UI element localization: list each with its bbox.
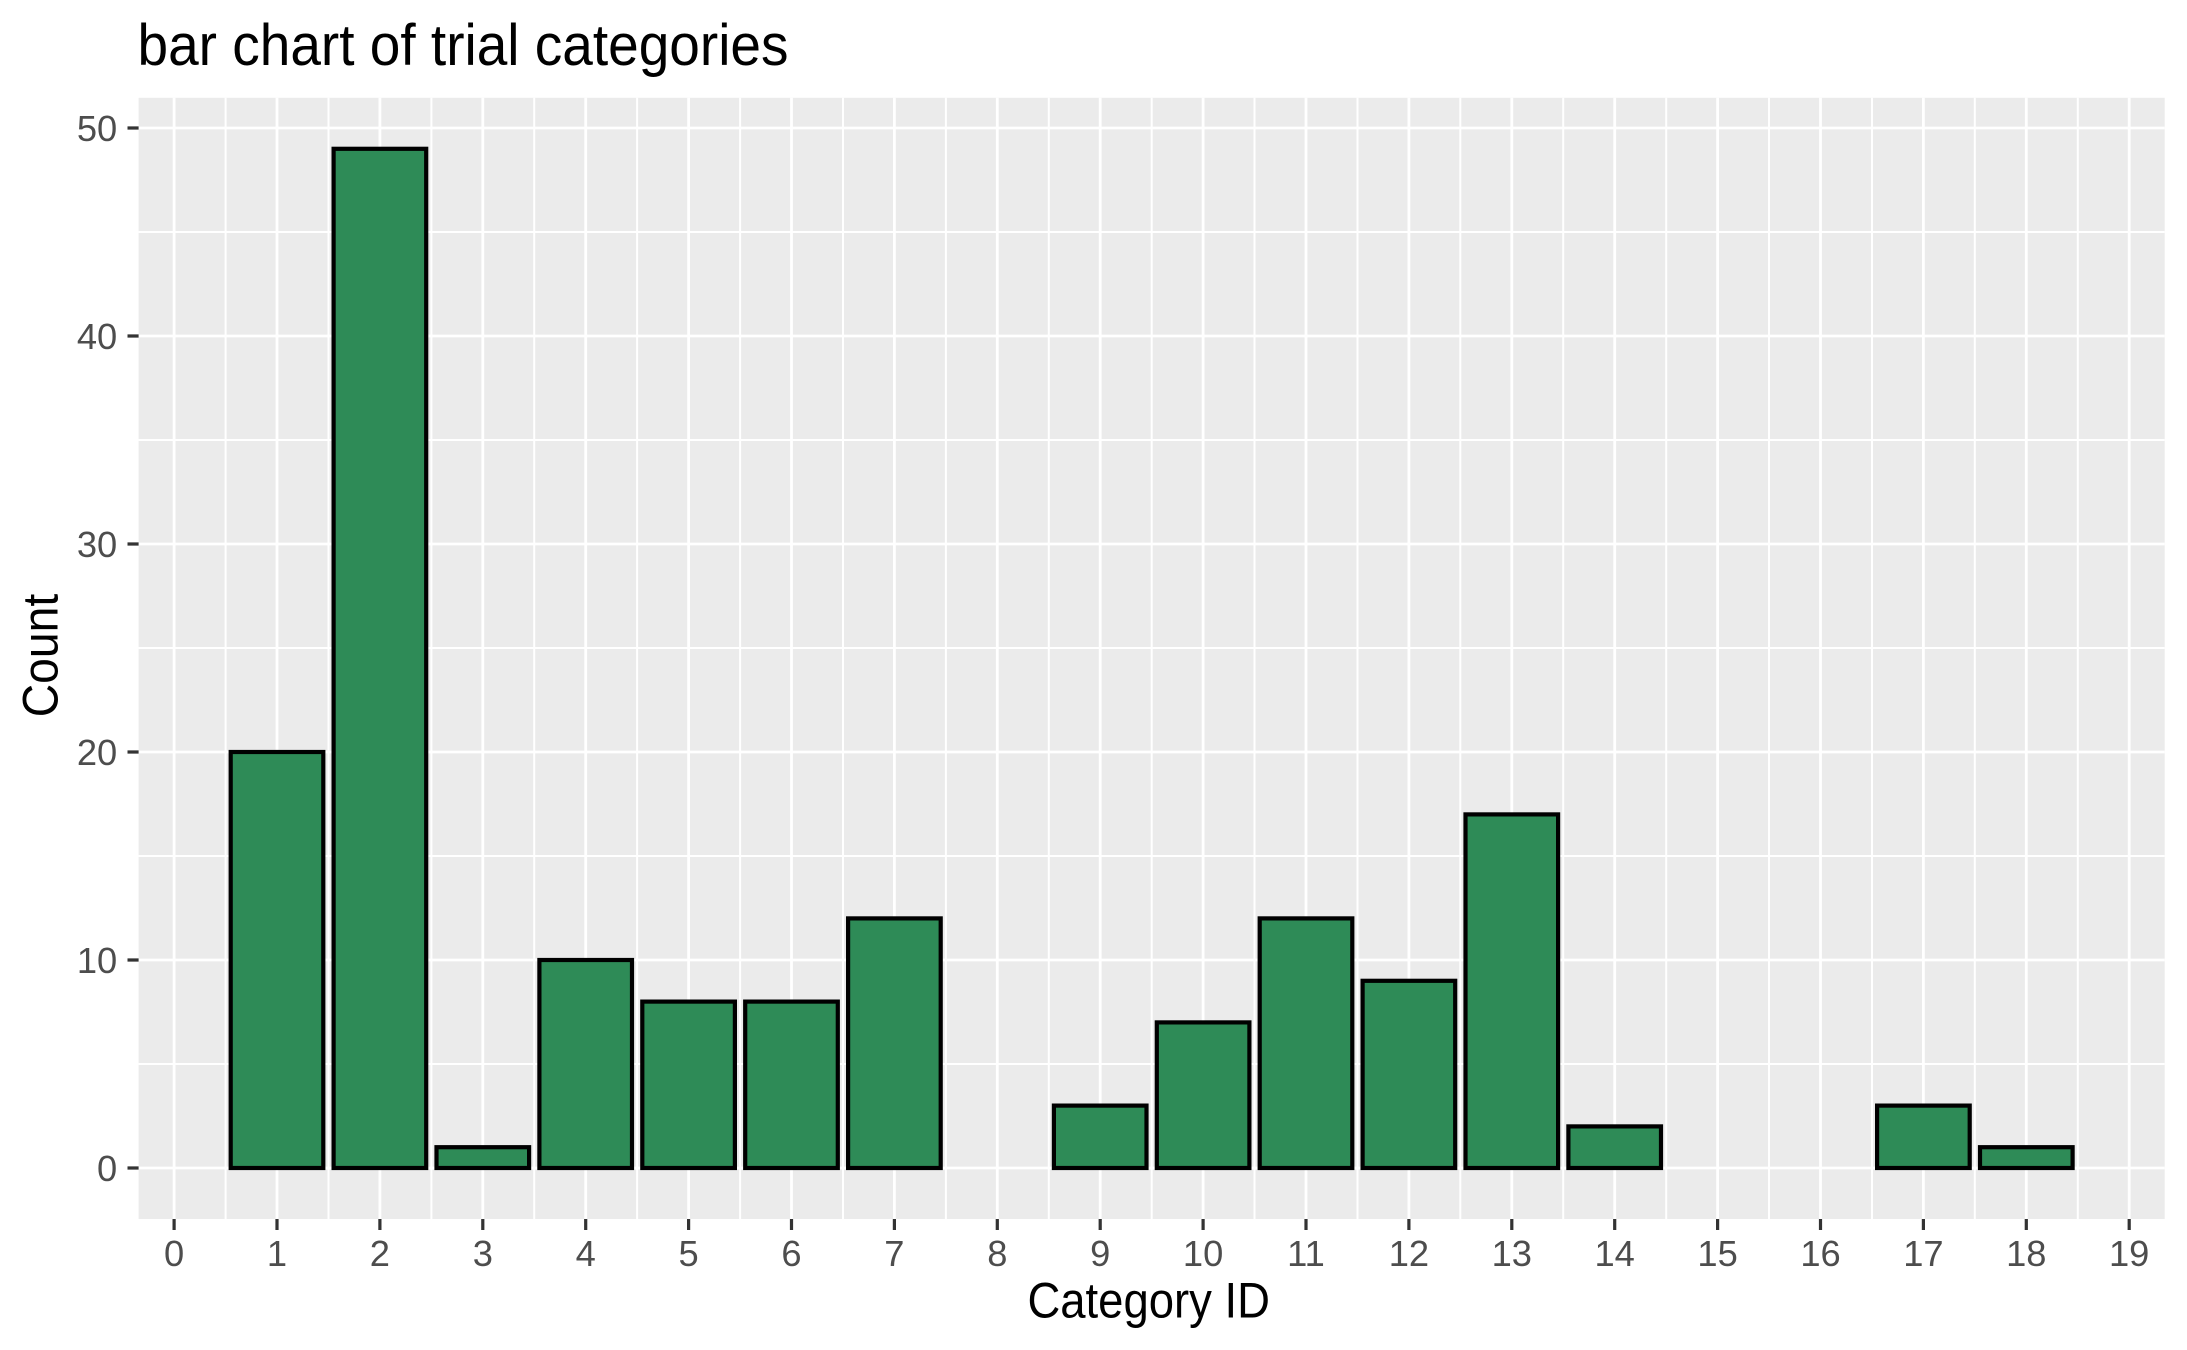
svg-text:13: 13 bbox=[1492, 1233, 1532, 1274]
svg-text:40: 40 bbox=[77, 316, 117, 357]
svg-text:12: 12 bbox=[1389, 1233, 1429, 1274]
svg-text:19: 19 bbox=[2109, 1233, 2149, 1274]
svg-text:4: 4 bbox=[576, 1233, 596, 1274]
svg-text:Category ID: Category ID bbox=[1027, 1273, 1270, 1329]
svg-text:30: 30 bbox=[77, 524, 117, 565]
svg-text:16: 16 bbox=[1800, 1233, 1840, 1274]
svg-text:2: 2 bbox=[370, 1233, 390, 1274]
svg-text:11: 11 bbox=[1287, 1233, 1325, 1274]
svg-text:3: 3 bbox=[473, 1233, 493, 1274]
svg-text:10: 10 bbox=[77, 940, 117, 981]
svg-text:0: 0 bbox=[97, 1148, 117, 1189]
svg-text:6: 6 bbox=[781, 1233, 801, 1274]
svg-text:14: 14 bbox=[1595, 1233, 1635, 1274]
svg-text:7: 7 bbox=[884, 1233, 904, 1274]
svg-text:17: 17 bbox=[1903, 1233, 1943, 1274]
svg-text:Count: Count bbox=[12, 594, 68, 718]
svg-text:5: 5 bbox=[679, 1233, 699, 1274]
svg-text:10: 10 bbox=[1183, 1233, 1223, 1274]
svg-text:9: 9 bbox=[1090, 1233, 1110, 1274]
svg-text:18: 18 bbox=[2006, 1233, 2046, 1274]
svg-text:bar chart of trial categories: bar chart of trial categories bbox=[138, 13, 789, 78]
svg-text:15: 15 bbox=[1697, 1233, 1737, 1274]
svg-text:0: 0 bbox=[164, 1233, 184, 1274]
svg-text:50: 50 bbox=[77, 108, 117, 149]
svg-text:8: 8 bbox=[987, 1233, 1007, 1274]
svg-text:20: 20 bbox=[77, 732, 117, 773]
svg-text:1: 1 bbox=[267, 1233, 287, 1274]
